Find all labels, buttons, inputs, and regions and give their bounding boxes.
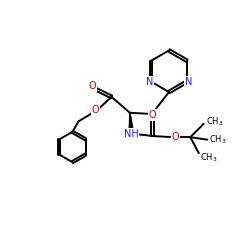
Text: O: O	[149, 110, 156, 120]
Text: N: N	[184, 76, 192, 86]
Text: CH$_3$: CH$_3$	[200, 151, 218, 164]
Text: N: N	[146, 76, 154, 86]
Text: O: O	[92, 105, 100, 115]
Text: CH$_3$: CH$_3$	[209, 134, 227, 146]
Polygon shape	[129, 113, 133, 130]
Text: CH$_3$: CH$_3$	[206, 116, 223, 128]
Text: NH: NH	[124, 128, 138, 138]
Text: O: O	[172, 132, 179, 142]
Text: O: O	[88, 82, 96, 92]
